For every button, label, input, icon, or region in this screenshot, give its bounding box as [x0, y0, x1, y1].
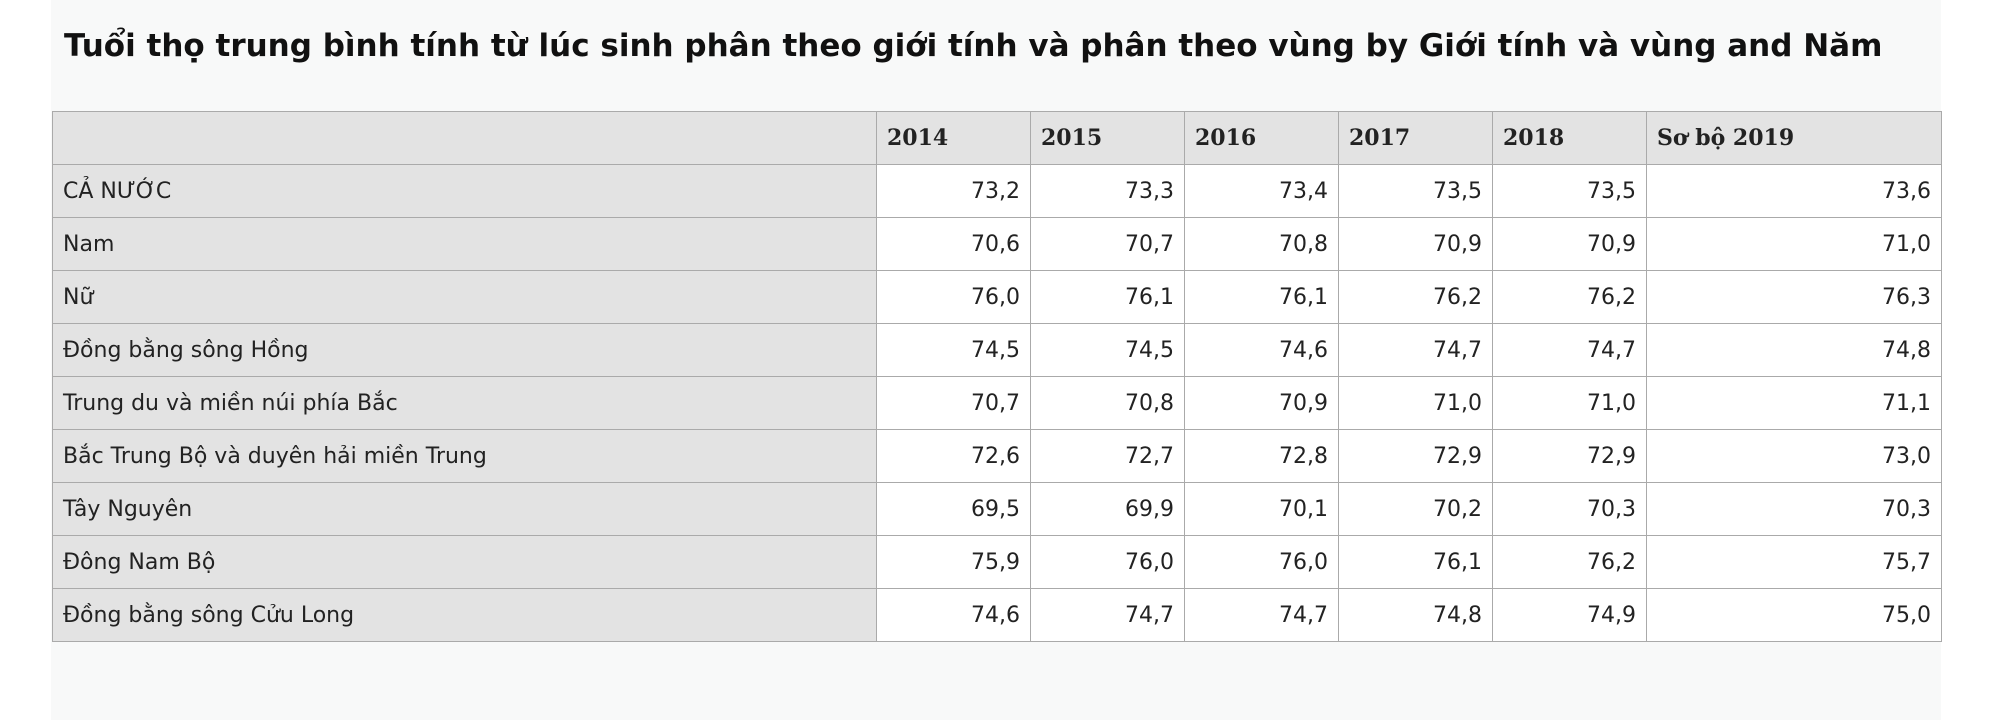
- corner-cell: [52, 111, 877, 165]
- value-cell: 74,9: [1492, 588, 1647, 642]
- table-row: Tây Nguyên 69,5 69,9 70,1 70,2 70,3 70,3: [52, 482, 1942, 536]
- value-cell: 69,5: [876, 482, 1031, 536]
- value-cell: 76,1: [1030, 270, 1185, 324]
- value-cell: 74,8: [1646, 323, 1942, 377]
- column-header: 2014: [876, 111, 1031, 165]
- value-cell: 76,0: [1030, 535, 1185, 589]
- value-cell: 71,0: [1646, 217, 1942, 271]
- value-cell: 73,2: [876, 164, 1031, 218]
- title: Tuổi thọ trung bình tính từ lúc sinh phâ…: [64, 28, 1883, 64]
- value-cell: 76,0: [876, 270, 1031, 324]
- value-cell: 76,2: [1338, 270, 1493, 324]
- table-row: Trung du và miền núi phía Bắc 70,7 70,8 70,…: [52, 376, 1942, 430]
- value-cell: 74,6: [1184, 323, 1339, 377]
- value-cell: 74,8: [1338, 588, 1493, 642]
- value-cell: 71,0: [1492, 376, 1647, 430]
- value-cell: 72,7: [1030, 429, 1185, 483]
- value-cell: 76,2: [1492, 535, 1647, 589]
- value-cell: 74,7: [1030, 588, 1185, 642]
- value-cell: 76,0: [1184, 535, 1339, 589]
- value-cell: 72,9: [1338, 429, 1493, 483]
- value-cell: 70,1: [1184, 482, 1339, 536]
- table-body: CẢ NƯỚC 73,2 73,3 73,4 73,5 73,5 73,6 Nam 70,6 70…: [52, 164, 1942, 642]
- value-cell: 76,1: [1184, 270, 1339, 324]
- value-cell: 73,5: [1338, 164, 1493, 218]
- value-cell: 70,9: [1338, 217, 1493, 271]
- table-row: CẢ NƯỚC 73,2 73,3 73,4 73,5 73,5 73,6: [52, 164, 1942, 218]
- value-cell: 70,8: [1184, 217, 1339, 271]
- row-header: Tây Nguyên: [52, 482, 877, 536]
- value-cell: 70,9: [1492, 217, 1647, 271]
- value-cell: 72,8: [1184, 429, 1339, 483]
- header-row: 2014 2015 2016 2017 2018 Sơ bộ 2019: [52, 111, 1942, 165]
- value-cell: 73,5: [1492, 164, 1647, 218]
- value-cell: 73,4: [1184, 164, 1339, 218]
- row-header: Đồng bằng sông Cửu Long: [52, 588, 877, 642]
- value-cell: 74,5: [876, 323, 1031, 377]
- value-cell: 74,7: [1492, 323, 1647, 377]
- table-row: Nam 70,6 70,7 70,8 70,9 70,9 71,0: [52, 217, 1942, 271]
- table-row: Đông Nam Bộ 75,9 76,0 76,0 76,1 76,2 75,7: [52, 535, 1942, 589]
- row-header: Đông Nam Bộ: [52, 535, 877, 589]
- column-header: Sơ bộ 2019: [1646, 111, 1942, 165]
- value-cell: 70,3: [1492, 482, 1647, 536]
- row-header: Đồng bằng sông Hồng: [52, 323, 877, 377]
- value-cell: 73,3: [1030, 164, 1185, 218]
- value-cell: 69,9: [1030, 482, 1185, 536]
- value-cell: 70,7: [1030, 217, 1185, 271]
- row-header: Bắc Trung Bộ và duyên hải miền Trung: [52, 429, 877, 483]
- value-cell: 70,2: [1338, 482, 1493, 536]
- value-cell: 75,0: [1646, 588, 1942, 642]
- row-header: CẢ NƯỚC: [52, 164, 877, 218]
- value-cell: 72,6: [876, 429, 1031, 483]
- table-row: Nữ 76,0 76,1 76,1 76,2 76,2 76,3: [52, 270, 1942, 324]
- value-cell: 71,0: [1338, 376, 1493, 430]
- value-cell: 76,2: [1492, 270, 1647, 324]
- value-cell: 74,7: [1338, 323, 1493, 377]
- value-cell: 74,5: [1030, 323, 1185, 377]
- value-cell: 70,7: [876, 376, 1031, 430]
- value-cell: 76,3: [1646, 270, 1942, 324]
- column-header: 2018: [1492, 111, 1647, 165]
- row-header: Nam: [52, 217, 877, 271]
- value-cell: 73,0: [1646, 429, 1942, 483]
- value-cell: 76,1: [1338, 535, 1493, 589]
- data-table: 2014 2015 2016 2017 2018 Sơ bộ 2019 CẢ NƯỚC 73…: [52, 111, 1942, 642]
- value-cell: 70,9: [1184, 376, 1339, 430]
- value-cell: 75,9: [876, 535, 1031, 589]
- value-cell: 72,9: [1492, 429, 1647, 483]
- row-header: Nữ: [52, 270, 877, 324]
- table-row: Đồng bằng sông Hồng 74,5 74,5 74,6 74,7 74,7 7…: [52, 323, 1942, 377]
- value-cell: 70,8: [1030, 376, 1185, 430]
- value-cell: 71,1: [1646, 376, 1942, 430]
- table-row: Đồng bằng sông Cửu Long 74,6 74,7 74,7 74,8 7…: [52, 588, 1942, 642]
- value-cell: 70,3: [1646, 482, 1942, 536]
- value-cell: 70,6: [876, 217, 1031, 271]
- value-cell: 75,7: [1646, 535, 1942, 589]
- column-header: 2017: [1338, 111, 1493, 165]
- value-cell: 73,6: [1646, 164, 1942, 218]
- value-cell: 74,6: [876, 588, 1031, 642]
- table-row: Bắc Trung Bộ và duyên hải miền Trung 72,6…: [52, 429, 1942, 483]
- value-cell: 74,7: [1184, 588, 1339, 642]
- row-header: Trung du và miền núi phía Bắc: [52, 376, 877, 430]
- column-header: 2016: [1184, 111, 1339, 165]
- column-header: 2015: [1030, 111, 1185, 165]
